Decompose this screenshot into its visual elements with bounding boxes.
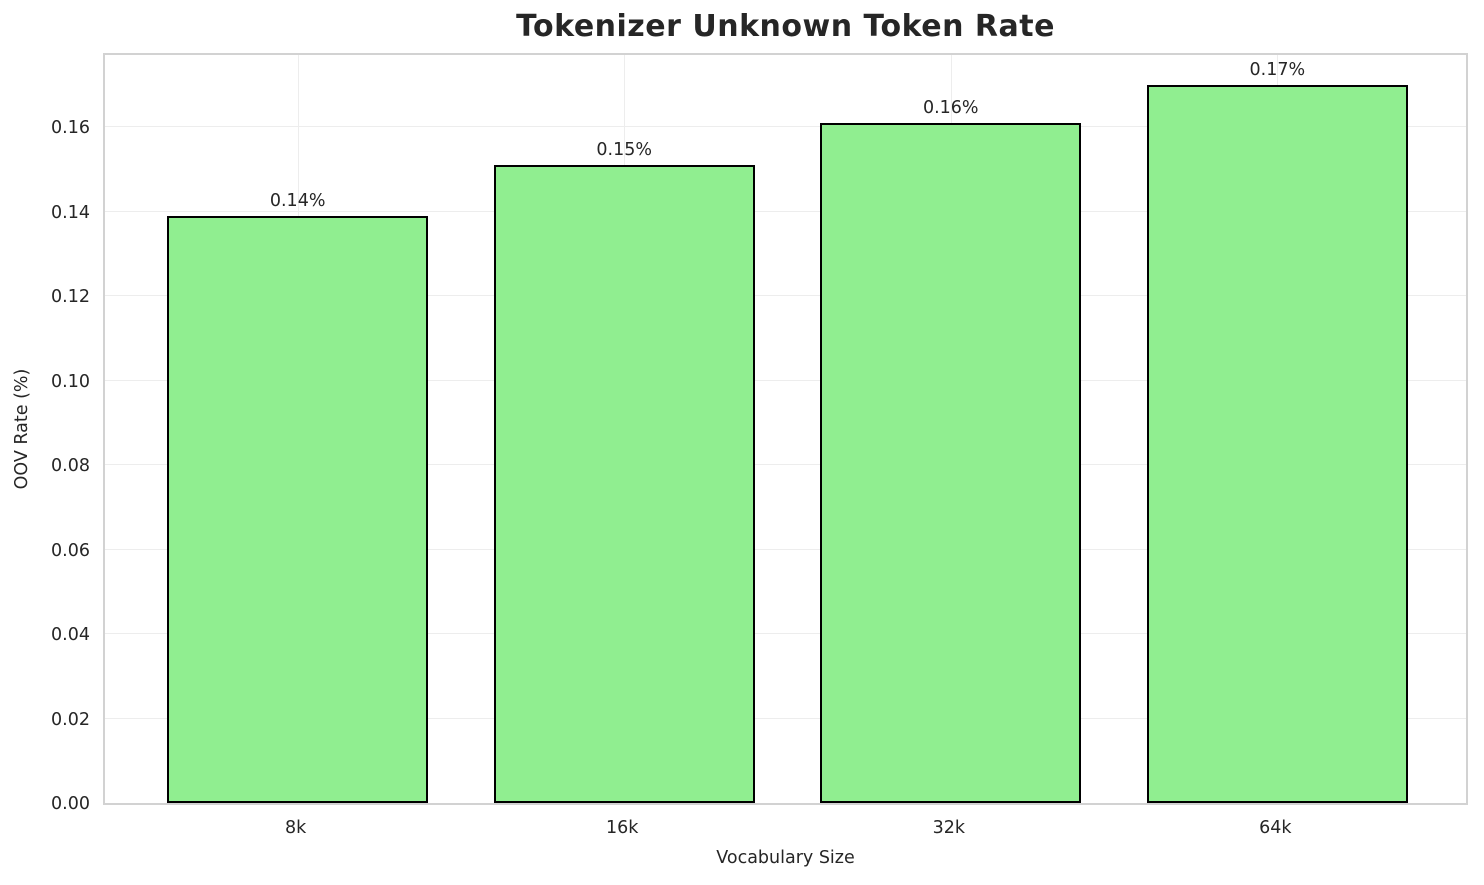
y-tick-label: 0.12 [51,287,90,308]
bar-value-label: 0.16% [922,97,979,118]
y-tick-label: 0.00 [51,794,90,814]
bar-32k [820,122,1082,803]
y-tick-label: 0.14 [51,202,90,223]
gridline-horizontal [105,126,1466,128]
y-tick-label: 0.08 [51,456,90,477]
bar-64k [1146,84,1408,803]
x-tick-label-32k: 32k [932,818,965,838]
gridline-horizontal [105,295,1466,297]
plot-area: 0.14% 0.15% 0.16% 0.17% [103,53,1468,805]
gridline-horizontal [105,717,1466,719]
y-tick-label: 0.02 [51,709,90,730]
x-tick-label-8k: 8k [285,818,307,838]
y-tick-label: 0.04 [51,625,90,645]
y-tick-label: 0.16 [51,118,90,139]
y-tick-label: 0.06 [51,540,90,561]
gridline-horizontal [105,633,1466,635]
bar-value-label: 0.14% [269,190,326,211]
y-tick-label: 0.10 [51,371,90,392]
bar-8k [167,215,429,803]
bar-16k [493,165,755,803]
gridline-horizontal [105,464,1466,466]
x-axis-label: Vocabulary Size [716,848,855,868]
chart-title: Tokenizer Unknown Token Rate [516,9,1055,44]
x-tick-label-16k: 16k [606,818,639,838]
bar-value-label: 0.17% [1249,59,1306,80]
bar-value-label: 0.15% [596,140,653,161]
gridline-horizontal [105,210,1466,212]
gridline-horizontal [105,379,1466,381]
gridline-horizontal [105,548,1466,550]
x-tick-label-64k: 64k [1259,818,1292,838]
